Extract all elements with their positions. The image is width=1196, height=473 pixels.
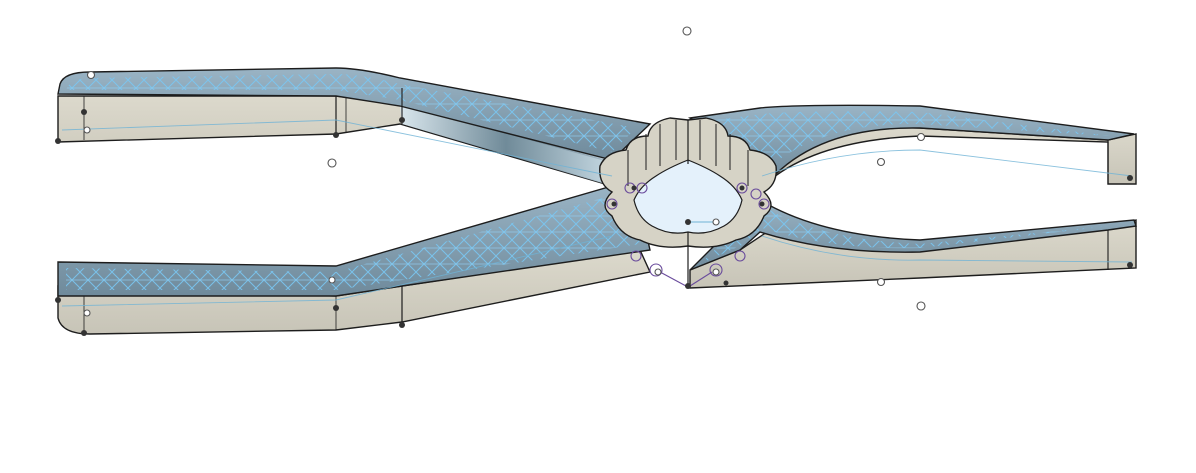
sketch-point-left-lower-inner[interactable] xyxy=(83,309,91,317)
vertex-point[interactable] xyxy=(1127,262,1133,268)
vertex-point[interactable] xyxy=(333,305,339,311)
upper-left-arm[interactable] xyxy=(57,67,652,187)
upper-left-arm-top-face xyxy=(57,67,652,161)
sketch-profile-lines xyxy=(61,119,1133,307)
vertex-point[interactable] xyxy=(685,219,691,225)
lower-right-arm-lattice xyxy=(700,206,1110,264)
upper-left-arm-lattice xyxy=(66,74,636,152)
upper-right-arm[interactable] xyxy=(688,104,1137,185)
sketch-point-hub-lower-right[interactable] xyxy=(712,268,720,276)
lower-left-arm-top-face xyxy=(57,185,651,297)
vertex-point[interactable] xyxy=(399,322,405,328)
upper-left-arm-inner-web xyxy=(400,106,612,186)
vertex-point[interactable] xyxy=(759,201,765,207)
sketch-point-top[interactable] xyxy=(682,26,692,36)
sketch-point-left-top[interactable] xyxy=(86,70,96,80)
sketch-point-upper-right[interactable] xyxy=(916,132,926,142)
sketch-point-lower-right-mid[interactable] xyxy=(876,277,886,287)
vertex-point[interactable] xyxy=(55,297,61,303)
vertex-point[interactable] xyxy=(739,185,745,191)
vertex-point[interactable] xyxy=(1127,175,1133,181)
lower-right-arm-top-face xyxy=(689,199,1137,271)
vertex-point[interactable] xyxy=(631,185,637,191)
vertex-point[interactable] xyxy=(611,201,617,207)
vertex-point[interactable] xyxy=(55,138,61,144)
vertex-point[interactable] xyxy=(81,109,87,115)
lower-right-arm[interactable] xyxy=(689,199,1137,289)
vertex-point[interactable] xyxy=(399,117,405,123)
lower-left-arm[interactable] xyxy=(57,185,652,335)
sketch-point-bottom-right[interactable] xyxy=(916,301,926,311)
vertex-point[interactable] xyxy=(723,280,729,286)
central-hub[interactable] xyxy=(599,117,777,286)
vertex-point[interactable] xyxy=(685,283,691,289)
sketch-point-group[interactable] xyxy=(83,26,926,317)
sketch-point-left-inner[interactable] xyxy=(83,126,91,134)
sketch-point-left-mid[interactable] xyxy=(327,158,337,168)
sketch-point-hub-lower-left[interactable] xyxy=(654,268,662,276)
vertex-point[interactable] xyxy=(81,330,87,336)
upper-right-arm-lattice xyxy=(700,111,1110,170)
vertex-point-group[interactable] xyxy=(55,109,1133,336)
sketch-point-hub-right[interactable] xyxy=(712,218,720,226)
sketch-point-left-lower-mid[interactable] xyxy=(328,276,336,284)
sketch-point-right-mid[interactable] xyxy=(876,157,886,167)
vertex-point[interactable] xyxy=(333,132,339,138)
constraint-glyphs xyxy=(606,182,770,287)
lower-left-arm-lattice xyxy=(66,196,640,290)
